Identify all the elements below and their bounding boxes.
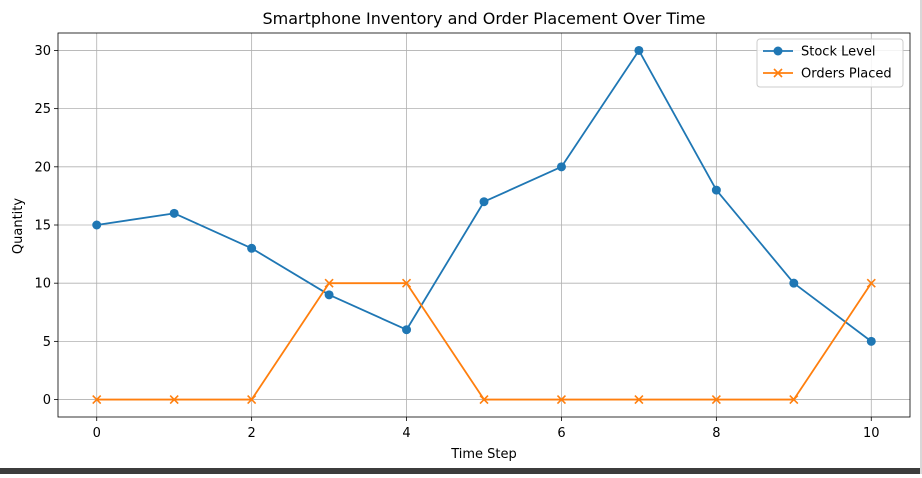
- data-point: [556, 394, 567, 405]
- data-point: [789, 394, 799, 405]
- data-point: [711, 394, 721, 405]
- data-point: [479, 394, 489, 405]
- data-point: [92, 394, 102, 405]
- plot-frame: [57, 32, 911, 418]
- y-tick-label: 10: [34, 277, 51, 292]
- data-point: [169, 394, 179, 405]
- y-axis-label: Quantity: [11, 198, 26, 254]
- x-tick-label: 10: [863, 426, 880, 441]
- series-orders-placed: [92, 278, 876, 405]
- data-point: [556, 162, 566, 172]
- series-stock-level: [92, 45, 876, 346]
- data-point: [247, 243, 257, 253]
- chart-title: Smartphone Inventory and Order Placement…: [263, 9, 706, 28]
- data-point: [866, 336, 876, 346]
- y-tick-label: 20: [34, 160, 51, 175]
- data-point: [479, 197, 489, 207]
- x-tick-label: 6: [557, 426, 565, 441]
- data-point: [401, 278, 412, 288]
- window-right-edge: [920, 0, 922, 474]
- data-point: [324, 290, 334, 300]
- y-tick-label: 0: [43, 393, 51, 408]
- x-tick-label: 8: [712, 426, 720, 441]
- data-point: [634, 394, 644, 405]
- data-point: [634, 45, 644, 55]
- x-tick-label: 0: [93, 426, 101, 441]
- series-line: [96, 49, 872, 343]
- x-axis-label: Time Step: [450, 447, 517, 462]
- data-point: [866, 278, 876, 288]
- data-point: [247, 394, 257, 405]
- legend-label: Orders Placed: [801, 67, 892, 82]
- y-tick-label: 15: [34, 219, 51, 234]
- legend-label: Stock Level: [801, 45, 875, 60]
- data-point: [92, 220, 102, 230]
- data-point: [324, 278, 334, 288]
- legend-box: [756, 38, 904, 88]
- data-point: [711, 185, 721, 195]
- window-bottom-edge: [0, 468, 922, 474]
- legend-marker: [773, 46, 783, 56]
- x-tick-label: 4: [402, 426, 410, 441]
- data-point: [402, 325, 412, 335]
- legend: Stock Level Orders Placed: [756, 38, 904, 88]
- data-point: [169, 208, 179, 218]
- data-point: [789, 278, 799, 288]
- y-tick-label: 30: [34, 44, 51, 59]
- x-tick-label: 2: [247, 426, 255, 441]
- y-tick-label: 25: [34, 102, 51, 117]
- y-tick-label: 5: [43, 335, 51, 350]
- grid-lines: [58, 33, 910, 417]
- legend-marker: [773, 68, 783, 78]
